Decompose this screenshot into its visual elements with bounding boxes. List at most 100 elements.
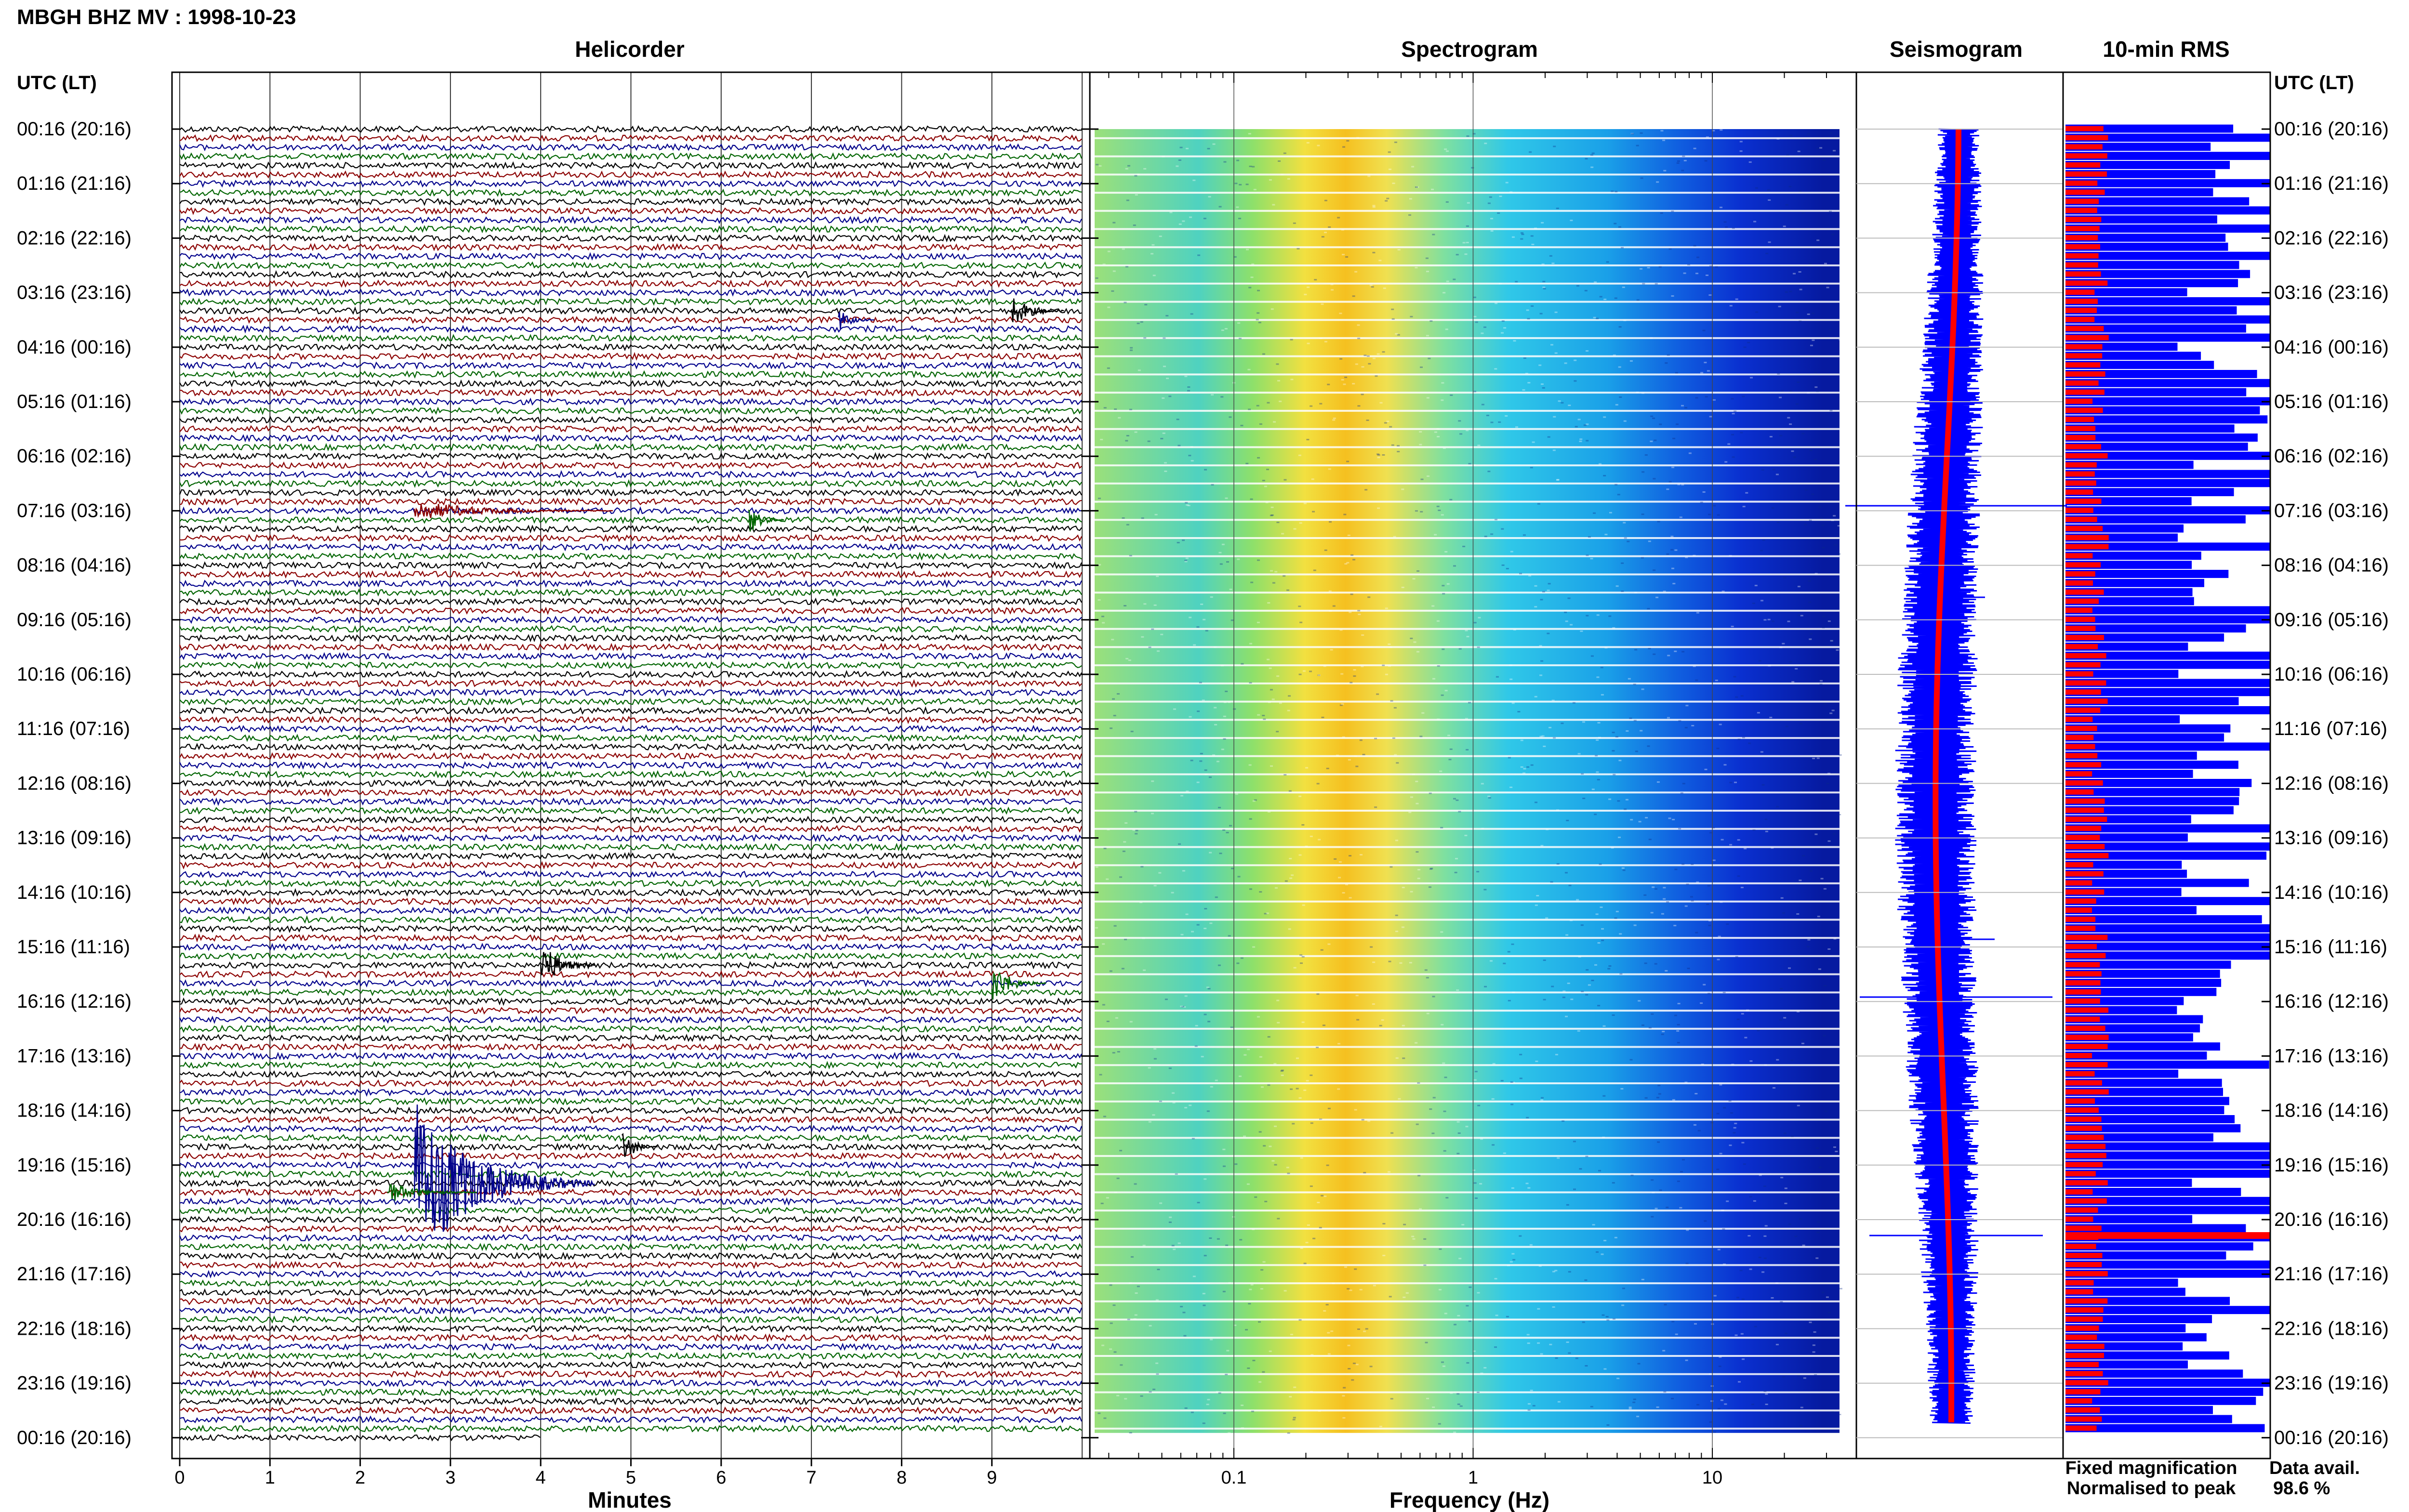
rms-normalised-bar [2065, 871, 2104, 877]
spectrogram-speckle [1628, 1407, 1632, 1409]
spectrogram-speckle [1703, 984, 1706, 986]
spectrogram-speckle [1235, 793, 1238, 795]
spectrogram-speckle [1159, 1100, 1162, 1102]
right-time-label: 20:16 (16:16) [2274, 1209, 2389, 1230]
spectrogram-speckle [1532, 441, 1535, 443]
spectrogram-speckle [1512, 1081, 1515, 1083]
left-time-label: 07:16 (03:16) [17, 500, 132, 521]
spectrogram-speckle [1677, 1003, 1681, 1004]
rms-normalised-bar [2065, 1125, 2102, 1131]
spectrogram-speckle [1223, 1412, 1226, 1414]
spectrogram-speckle [1591, 980, 1594, 981]
spectrogram-speckle [1681, 863, 1685, 865]
spectrogram-speckle [1229, 589, 1232, 591]
spectrogram-speckle [1443, 1150, 1446, 1152]
spectrogram-speckle [1354, 271, 1358, 273]
spectrogram-speckle [1742, 506, 1746, 508]
spectrogram-speckle [1112, 270, 1116, 272]
spectrogram-speckle [1206, 1404, 1209, 1406]
helicorder-trace [179, 1042, 1082, 1052]
spectrogram-speckle [1103, 1116, 1106, 1118]
spectrogram-speckle [1551, 699, 1555, 701]
rms-normalised-bar [2065, 299, 2098, 304]
spectrogram-speckle [1250, 581, 1254, 583]
spectrogram-speckle [1233, 1324, 1237, 1326]
spectrogram-speckle [1233, 708, 1236, 710]
spectrogram-speckle [1331, 289, 1334, 291]
spectrogram-speckle [1659, 1189, 1662, 1191]
spectrogram-speckle [1765, 830, 1768, 832]
spectrogram-speckle [1568, 1352, 1571, 1354]
rms-normalised-bar [2065, 344, 2103, 350]
spectrogram-speckle [1286, 1167, 1289, 1169]
spectrogram-speckle [1439, 770, 1443, 772]
spectrogram-speckle [1379, 402, 1383, 404]
spectrogram-speckle [1727, 443, 1731, 445]
helicorder-trace [179, 1078, 1082, 1088]
spectrogram-speckle [1816, 1221, 1820, 1223]
spectrogram-speckle [1696, 256, 1700, 258]
spectrogram-speckle [1667, 717, 1670, 719]
spectrogram-speckle [1101, 1344, 1104, 1346]
spectrogram-speckle [1527, 318, 1530, 320]
rms-fixed-bar [2065, 1115, 2235, 1123]
right-time-label: 15:16 (11:16) [2274, 936, 2387, 958]
spectrogram-speckle [1713, 1295, 1717, 1297]
spectrogram-speckle [1758, 1257, 1761, 1258]
rms-normalised-bar [2065, 1307, 2104, 1313]
spectrogram-speckle [1562, 1120, 1565, 1122]
rms-fixed-bar [2065, 715, 2180, 723]
spectrogram-speckle [1289, 858, 1292, 859]
spectrogram-speckle [1789, 423, 1792, 425]
spectrogram-speckle [1190, 760, 1193, 762]
spectrogram-speckle [1100, 439, 1103, 440]
spectrogram-speckle [1568, 884, 1572, 886]
spectrogram-speckle [1251, 263, 1255, 265]
spectrogram-speckle [1731, 434, 1734, 435]
spectrogram-speckle [1606, 261, 1609, 263]
spectrogram-speckle [1814, 833, 1818, 835]
spectrogram-speckle [1442, 648, 1445, 650]
spectrogram-speckle [1258, 1321, 1261, 1323]
rms-fixed-bar [2065, 133, 2270, 142]
spectrogram-speckle [1800, 1407, 1803, 1408]
spectrogram-speckle [1397, 249, 1401, 250]
spectrogram-speckle [1444, 551, 1448, 552]
spectrogram-speckle [1505, 415, 1508, 417]
spectrogram-speckle [1668, 817, 1671, 819]
rms-normalised-bar [2065, 262, 2098, 268]
spectrogram-speckle [1823, 703, 1827, 705]
right-time-label: 09:16 (05:16) [2274, 609, 2389, 631]
spectrogram-speckle [1809, 638, 1812, 640]
helicorder-trace [179, 224, 1082, 234]
spectrogram-speckle [1596, 676, 1600, 678]
spectrogram-speckle [1772, 620, 1775, 622]
spectrogram-speckle [1221, 665, 1224, 667]
spectrogram-speckle [1106, 878, 1109, 880]
spectrogram-speckle [1490, 218, 1493, 220]
spectrogram-speckle [1776, 138, 1780, 140]
spectrogram-speckle [1106, 1197, 1109, 1199]
rms-normalised-bar [2065, 998, 2100, 1004]
spectrogram-speckle [1320, 1118, 1324, 1120]
rms-peak-bar [2065, 1232, 2270, 1239]
spectrogram-speckle [1734, 410, 1737, 412]
spectrogram-speckle [1188, 455, 1191, 457]
spectrogram-speckle [1796, 403, 1799, 405]
spectrogram-speckle [1114, 1191, 1117, 1193]
spectrogram-speckle [1350, 593, 1353, 595]
helicorder-trace [179, 1333, 1082, 1342]
spectrogram-speckle [1791, 681, 1795, 683]
spectrogram-speckle [1236, 962, 1240, 964]
spectrogram-speckle [1134, 811, 1138, 813]
spectrogram-speckle [1445, 201, 1449, 203]
spectrogram-speckle [1394, 141, 1397, 143]
spectrogram-speckle [1403, 1223, 1406, 1225]
spectrogram-speckle [1641, 392, 1645, 394]
left-time-label: 02:16 (22:16) [17, 227, 132, 249]
spectrogram-speckle [1492, 1063, 1496, 1065]
spectrogram-speckle [1648, 839, 1652, 841]
spectrogram-speckle [1729, 1144, 1732, 1146]
spectrogram-speckle [1719, 1153, 1722, 1155]
spectrogram-speckle [1290, 1088, 1293, 1090]
